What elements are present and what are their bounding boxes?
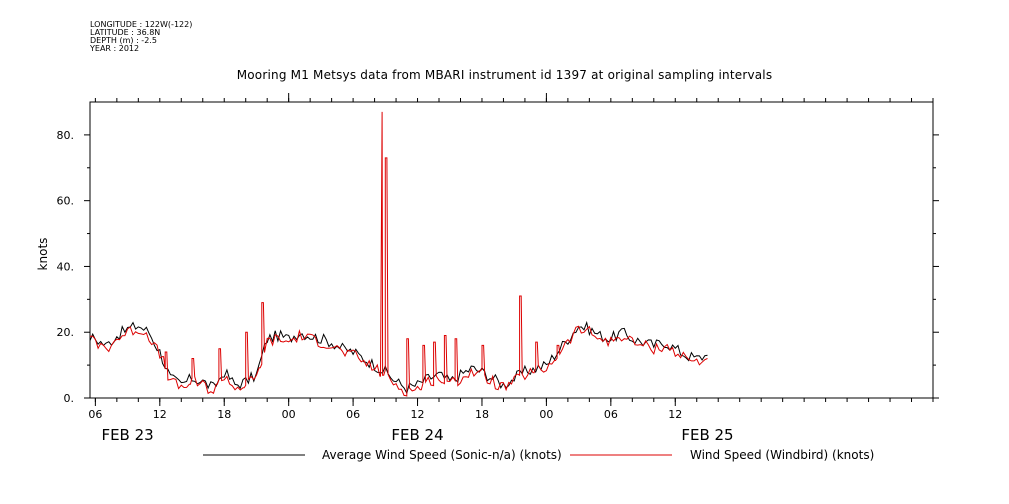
x-tick-label: 00 [282, 408, 296, 421]
series-line-windbird-wind-speed [90, 111, 708, 397]
date-label: FEB 24 [391, 426, 443, 444]
legend-label-windbird: Wind Speed (Windbird) (knots) [690, 448, 874, 462]
date-label: FEB 25 [681, 426, 733, 444]
y-tick-label: 80. [57, 129, 75, 142]
x-tick-label: 12 [411, 408, 425, 421]
series-line-average-wind-speed [90, 320, 708, 395]
x-tick-label: 18 [217, 408, 231, 421]
longitude-label: LONGITUDE : 122W(-122) [90, 20, 193, 29]
metadata-block: LONGITUDE : 122W(-122) LATITUDE : 36.8N … [90, 21, 192, 53]
depth-label: DEPTH (m) : -2.5 [90, 36, 157, 45]
year-label: YEAR : 2012 [90, 44, 140, 53]
x-tick-label: 00 [539, 408, 553, 421]
x-tick-label: 12 [153, 408, 167, 421]
latitude-label: LATITUDE : 36.8N [90, 28, 161, 37]
chart-title: Mooring M1 Metsys data from MBARI instru… [236, 68, 773, 82]
legend-label-average: Average Wind Speed (Sonic-n/a) (knots) [322, 448, 562, 462]
x-tick-label: 06 [346, 408, 360, 421]
y-axis-label: knots [36, 238, 50, 271]
date-label: FEB 23 [101, 426, 153, 444]
x-tick-label: 06 [88, 408, 102, 421]
x-tick-label: 12 [668, 408, 682, 421]
y-tick-label: 40. [57, 260, 75, 273]
x-tick-label: 06 [604, 408, 618, 421]
series-group [90, 111, 708, 397]
x-tick-label: 18 [475, 408, 489, 421]
y-tick-label: 20. [57, 326, 75, 339]
legend: Average Wind Speed (Sonic-n/a) (knots) W… [203, 448, 874, 462]
y-tick-label: 0. [64, 392, 75, 405]
plot-frame [89, 101, 934, 399]
y-tick-label: 60. [57, 195, 75, 208]
